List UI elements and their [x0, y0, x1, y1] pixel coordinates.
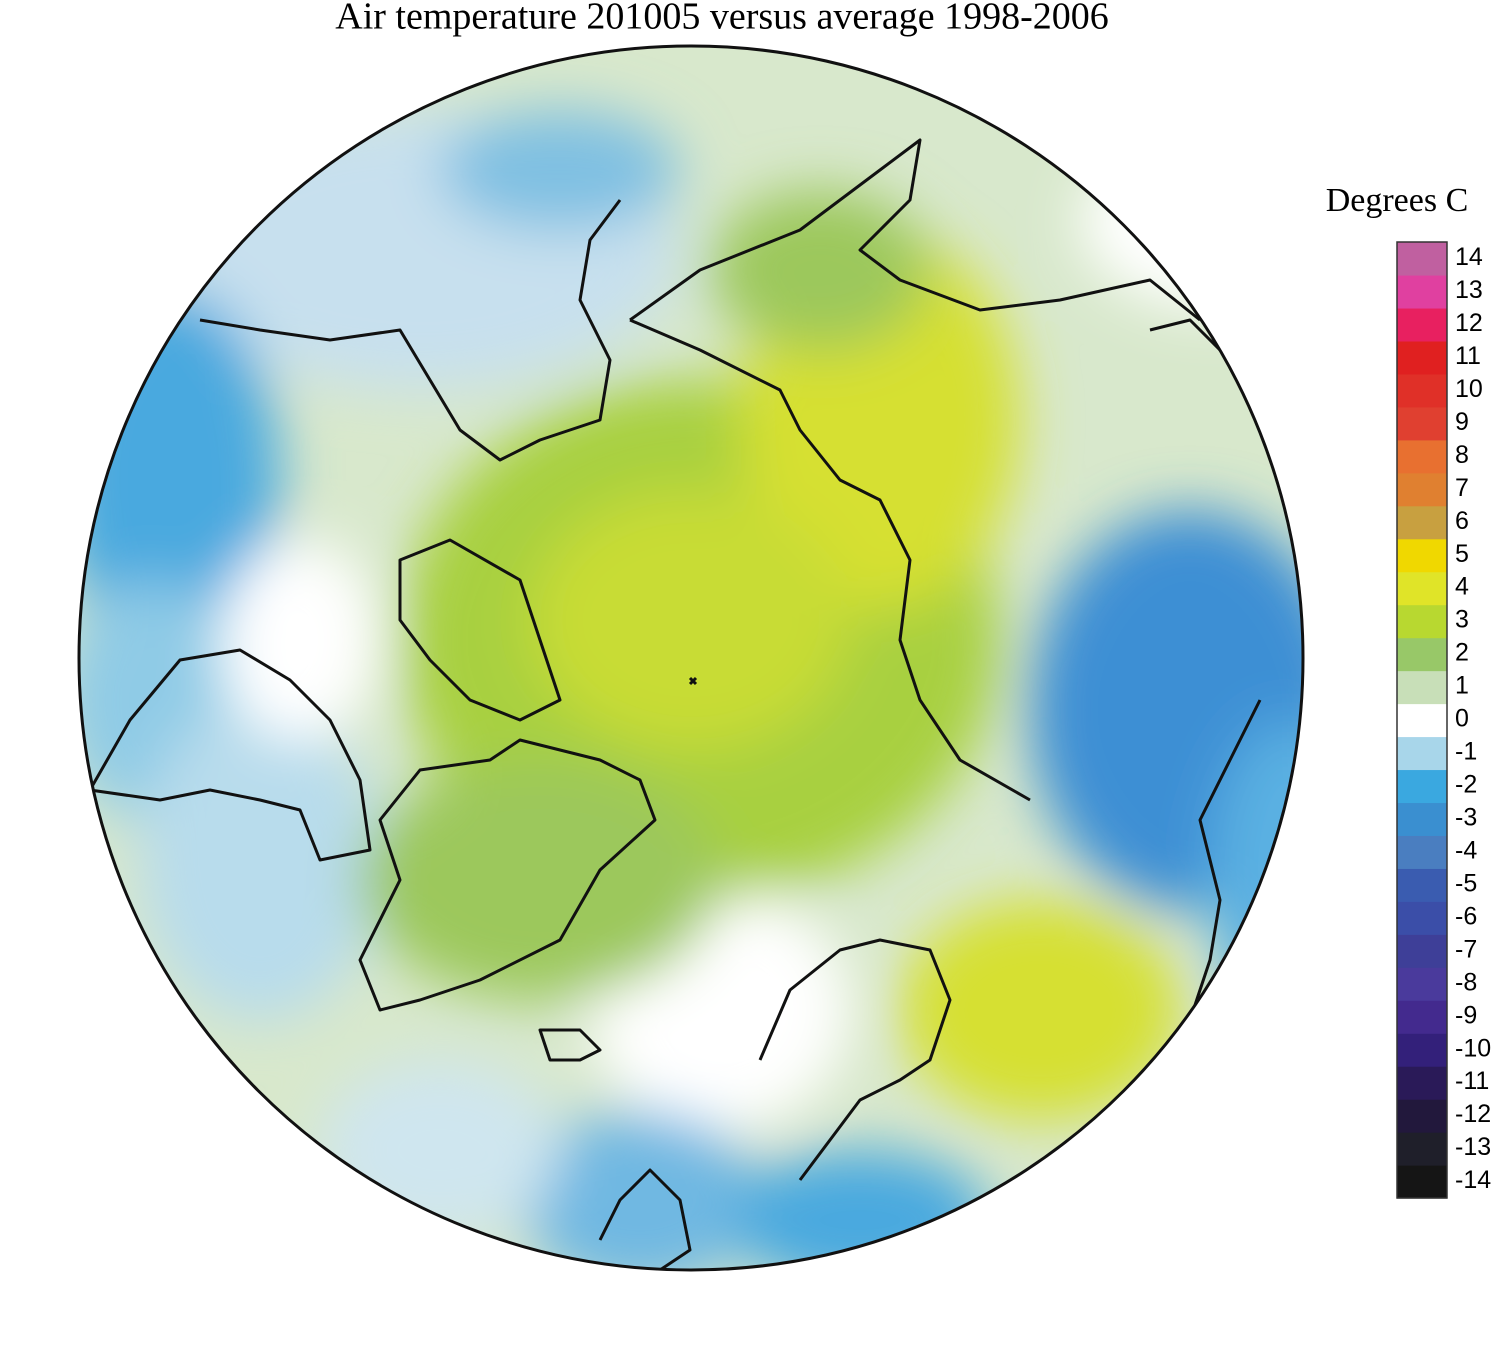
color-cell	[1397, 670, 1447, 705]
color-cell	[1397, 967, 1447, 1001]
color-tick-label: -6	[1455, 902, 1477, 930]
color-tick-label: 7	[1455, 474, 1469, 502]
color-tick-label: -5	[1455, 869, 1477, 897]
map-border	[77, 44, 1305, 1272]
color-cell	[1397, 274, 1447, 309]
color-tick-label: 4	[1455, 573, 1469, 601]
color-tick-label: 6	[1455, 507, 1469, 535]
color-tick-label: -8	[1455, 968, 1477, 996]
color-tick-label: -10	[1455, 1034, 1491, 1062]
color-cell	[1397, 934, 1447, 968]
color-tick-label: 11	[1455, 342, 1481, 370]
color-cell	[1397, 406, 1447, 441]
color-cell	[1397, 901, 1447, 935]
color-tick-label: -11	[1455, 1067, 1489, 1095]
color-tick-label: -1	[1455, 738, 1477, 766]
color-tick-label: 2	[1455, 639, 1469, 667]
color-cell	[1397, 505, 1447, 540]
color-tick-label: 14	[1455, 243, 1483, 271]
color-tick-label: -7	[1455, 935, 1477, 963]
color-tick-label: 13	[1455, 276, 1483, 304]
color-tick-label: -14	[1455, 1166, 1491, 1194]
color-tick-label: -12	[1455, 1100, 1491, 1128]
color-cell	[1397, 868, 1447, 902]
color-tick-label: 12	[1455, 309, 1483, 337]
color-cell	[1397, 439, 1447, 474]
color-cell	[1397, 1033, 1447, 1067]
legend-title: Degrees C	[1326, 182, 1469, 219]
color-tick-label: -4	[1455, 836, 1477, 864]
color-bar: -14-13-12-11-10-9-8-7-6-5-4-3-2-10123456…	[1396, 241, 1491, 1199]
color-cell	[1397, 604, 1447, 639]
color-cell	[1397, 1132, 1447, 1166]
color-cell	[1397, 1099, 1447, 1133]
color-cell	[1397, 703, 1447, 738]
color-cell	[1397, 835, 1447, 869]
temperature-field	[79, 46, 1303, 1270]
color-cell	[1397, 472, 1447, 507]
color-cell	[1397, 736, 1447, 771]
color-cell	[1397, 373, 1447, 408]
color-cell	[1397, 1165, 1447, 1199]
color-cell	[1397, 802, 1447, 836]
color-tick-label: 8	[1455, 441, 1469, 469]
color-tick-label: 5	[1455, 540, 1469, 568]
color-bar-frame	[1396, 241, 1448, 1199]
color-tick-label: 10	[1455, 375, 1483, 403]
color-cell	[1397, 340, 1447, 375]
color-tick-label: -2	[1455, 771, 1477, 799]
color-tick-label: 9	[1455, 408, 1469, 436]
color-cell	[1397, 307, 1447, 342]
color-tick-label: -9	[1455, 1001, 1477, 1029]
color-tick-label: -13	[1455, 1133, 1491, 1161]
color-cell	[1397, 571, 1447, 606]
color-tick-label: 1	[1455, 672, 1469, 700]
map-title: Air temperature 201005 versus average 19…	[335, 0, 1108, 38]
color-tick-label: -3	[1455, 804, 1477, 832]
color-tick-label: 3	[1455, 606, 1469, 634]
color-cell	[1397, 1000, 1447, 1034]
color-cell	[1397, 769, 1447, 804]
color-cell	[1397, 538, 1447, 573]
color-cell	[1397, 242, 1447, 276]
color-cell	[1397, 637, 1447, 672]
color-tick-label: 0	[1455, 705, 1469, 733]
color-cell	[1397, 1066, 1447, 1100]
